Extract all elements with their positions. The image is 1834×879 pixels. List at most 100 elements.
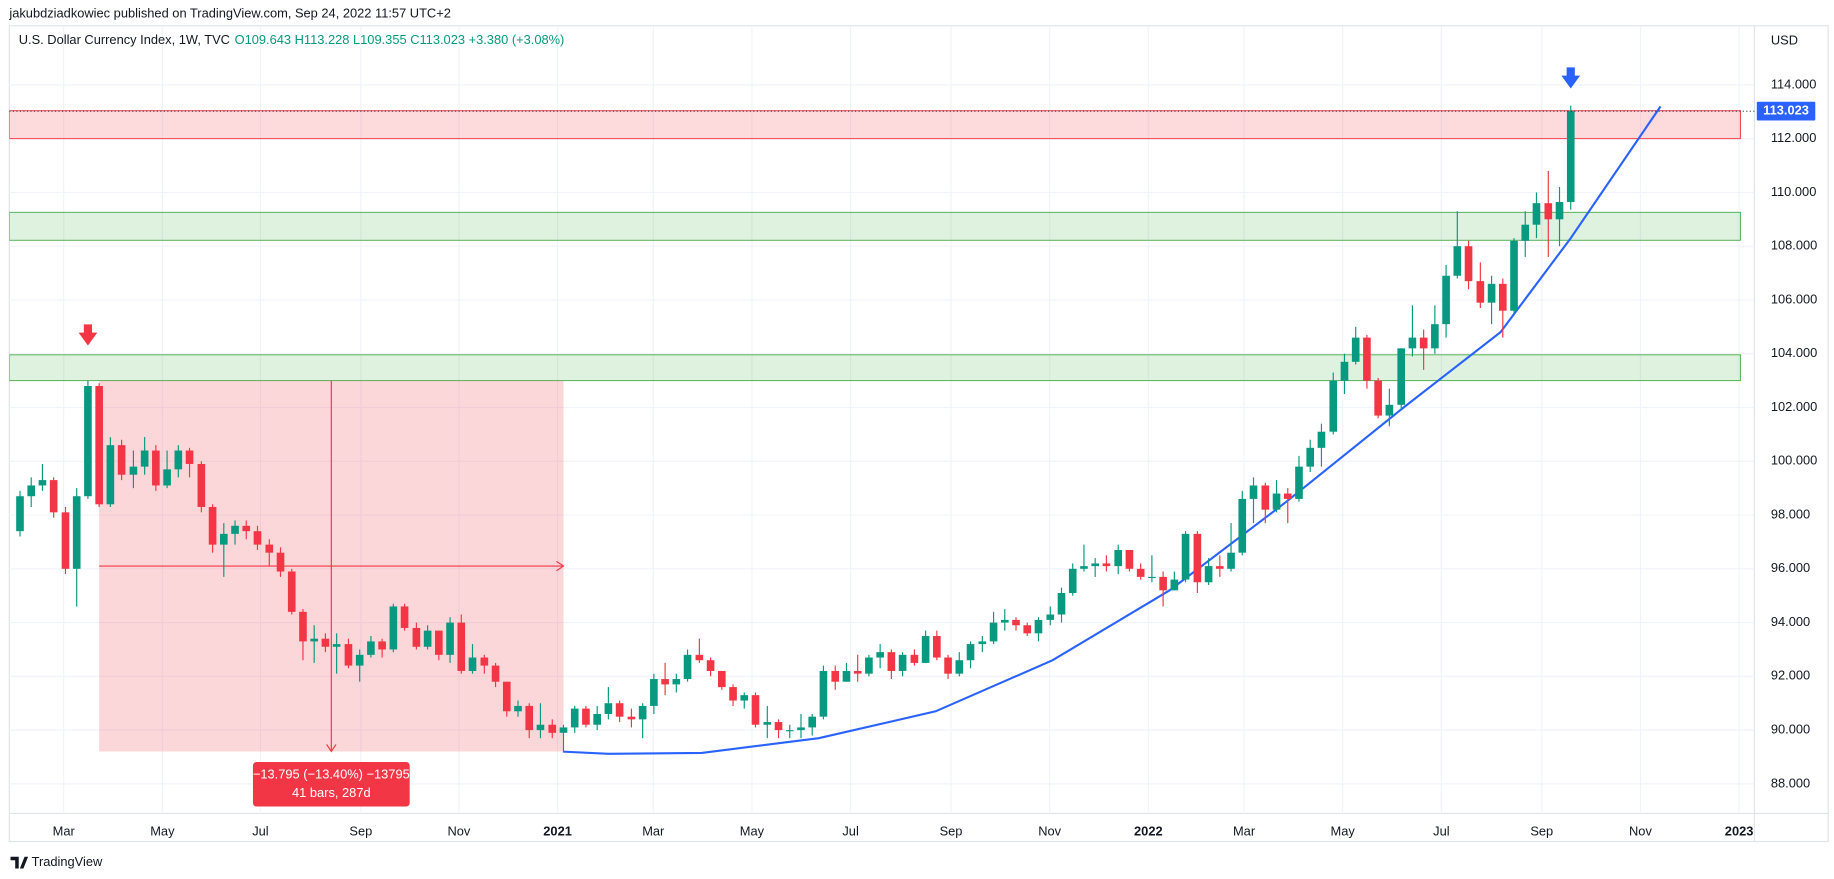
candle-body: [638, 705, 647, 720]
y-tick-label: 108.000: [1771, 238, 1817, 253]
candle-body: [876, 652, 884, 658]
candle-body: [751, 695, 760, 725]
candle-body: [412, 627, 421, 647]
footer-logo: [10, 856, 29, 869]
candle-body: [853, 670, 862, 674]
x-tick-label: 2022: [1134, 824, 1163, 839]
candle-body: [1283, 493, 1292, 499]
candle-body: [661, 679, 669, 685]
candle-body: [887, 652, 896, 671]
candle-body: [955, 660, 964, 674]
zone: [9, 110, 1741, 140]
candle-body: [1057, 593, 1066, 615]
candle-body: [242, 525, 251, 532]
candle-body: [174, 450, 183, 470]
ohlc: O109.643 H113.228 L109.355 C113.023 +3.3…: [235, 32, 565, 47]
x-tick-label: Jul: [842, 824, 858, 839]
measure-label: −13.795 (−13.40%) −13795: [253, 766, 410, 781]
candle-body: [1532, 203, 1541, 225]
y-tick-label: 100.000: [1771, 453, 1817, 468]
candle-body: [1419, 337, 1428, 349]
candle-body: [1340, 361, 1349, 381]
candle-body: [355, 654, 364, 666]
candle-body: [1012, 619, 1020, 626]
candle-body: [865, 657, 873, 674]
candle-body: [842, 670, 851, 682]
y-tick-label: 90.000: [1771, 722, 1810, 737]
candle-body: [1385, 404, 1394, 416]
candle-body: [1272, 493, 1281, 510]
candle-body: [1000, 619, 1009, 623]
candle-body: [525, 705, 534, 731]
y-tick-label: 94.000: [1771, 614, 1810, 629]
candle-body: [344, 644, 353, 666]
candle-body: [1216, 566, 1224, 569]
candle-body: [163, 469, 171, 486]
candle-body: [332, 644, 341, 647]
candle-body: [400, 606, 409, 628]
measure-h-head: [556, 560, 565, 572]
candle-body: [253, 531, 262, 545]
candle-body: [61, 512, 70, 569]
candle-body: [265, 544, 274, 553]
candle-body: [797, 727, 805, 731]
candle-body: [84, 385, 92, 497]
x-tick-label: Nov: [447, 824, 470, 839]
candle-body: [774, 722, 783, 731]
candle-body: [763, 722, 772, 725]
y-tick-label: 110.000: [1771, 184, 1817, 199]
x-tick-label: May: [1331, 824, 1356, 839]
candle-body: [1080, 566, 1088, 569]
candle-body: [717, 670, 726, 688]
candle-body: [321, 638, 330, 647]
y-tick-label: 106.000: [1771, 291, 1817, 306]
candle-body: [491, 665, 500, 682]
candle-body: [570, 708, 579, 728]
candle-body: [1227, 552, 1235, 569]
last-price-tag: [1756, 101, 1816, 121]
x-tick-label: Sep: [349, 824, 372, 839]
candle-body: [502, 681, 511, 712]
candle-body: [140, 450, 149, 467]
candle-body: [117, 445, 126, 475]
candle-body: [1125, 549, 1134, 569]
logo-mark: [10, 856, 29, 869]
y-tick-label: 102.000: [1771, 399, 1817, 414]
arrow-marker: [78, 324, 98, 346]
candle-body: [1397, 348, 1406, 405]
candle-body: [604, 703, 613, 714]
candle-body: [1476, 281, 1485, 303]
candle-body: [1261, 485, 1270, 510]
candle-body: [1363, 337, 1371, 381]
candle-body: [1034, 619, 1043, 634]
candle-body: [1431, 324, 1439, 349]
candle-body: [559, 727, 568, 733]
candle-body: [1442, 275, 1450, 325]
candle-body: [729, 687, 737, 701]
candle-body: [38, 480, 47, 486]
y-tick-label: 112.000: [1771, 130, 1817, 145]
frame: [8, 25, 1829, 843]
candle-body: [582, 708, 590, 725]
y-tick-label: 98.000: [1771, 506, 1810, 521]
plot: [9, 67, 1755, 755]
symbol: U.S. Dollar Currency Index, 1W, TVC: [19, 32, 230, 47]
candle-body: [683, 654, 692, 680]
candle-body: [72, 496, 81, 569]
candle-body: [1159, 576, 1167, 591]
candle-body: [310, 638, 319, 642]
x-tick-label: 2021: [543, 824, 572, 839]
candle-body: [95, 385, 103, 505]
x-tick-label: May: [150, 824, 175, 839]
candle-body: [1238, 498, 1247, 553]
x-tick-label: Mar: [1233, 824, 1256, 839]
candle-body: [898, 654, 907, 671]
arrow-marker: [1561, 67, 1581, 89]
candle-body: [672, 679, 681, 685]
candle-body: [367, 641, 375, 655]
candle-body: [1464, 246, 1473, 282]
x-tick-label: Mar: [642, 824, 665, 839]
y-tick-label: 92.000: [1771, 668, 1810, 683]
measure-v-head: [326, 744, 337, 753]
